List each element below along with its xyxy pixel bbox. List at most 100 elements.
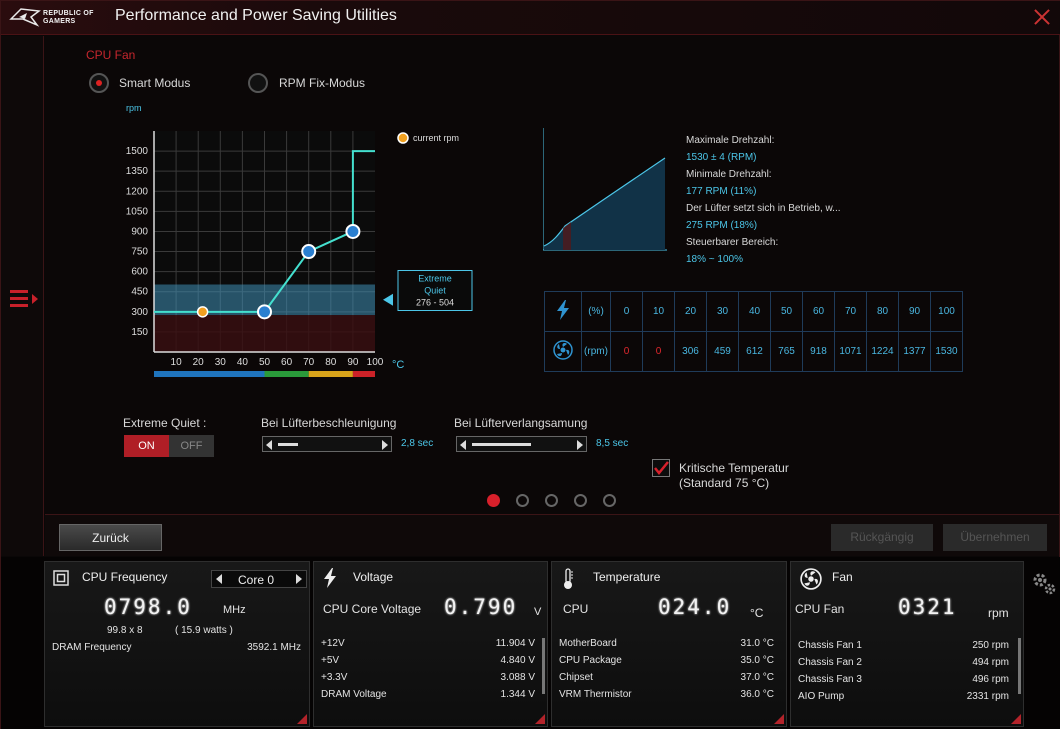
curve-control-point[interactable] <box>301 244 317 260</box>
voltage-row-value: 11.904 V <box>495 638 535 649</box>
x-tick-label: 90 <box>347 357 359 368</box>
rpm-unit: (rpm) <box>581 331 611 372</box>
percent-cell: 0 <box>610 291 643 332</box>
percent-cell: 90 <box>898 291 931 332</box>
percent-cell: 30 <box>706 291 739 332</box>
page-dot-3[interactable] <box>545 494 558 507</box>
cpu-frequency-unit: MHz <box>223 604 246 616</box>
voltage-row-value: 4.840 V <box>500 655 535 666</box>
percent-cell: 10 <box>642 291 675 332</box>
undo-button[interactable]: Rückgängig <box>831 524 933 551</box>
max-speed-value: 1530 ± 4 (RPM) <box>686 152 757 163</box>
cpu-core-voltage-label: CPU Core Voltage <box>323 602 422 616</box>
x-tick-label: 50 <box>259 357 271 368</box>
curve-control-point[interactable] <box>345 223 361 239</box>
rpm-cell: 918 <box>802 331 835 372</box>
percent-cell: 100 <box>930 291 963 332</box>
page-dot-4[interactable] <box>574 494 587 507</box>
page-dot-1[interactable] <box>487 494 500 507</box>
fan-panel-title: Fan <box>832 570 853 584</box>
x-tick-label: 10 <box>171 357 183 368</box>
voltage-scrollbar[interactable] <box>542 638 545 694</box>
core-selector[interactable]: Core 0 <box>211 570 307 588</box>
decel-label: Bei Lüfterverlangsamung <box>454 416 588 430</box>
fan-icon <box>544 331 582 372</box>
smart-mode-radio[interactable] <box>89 73 109 93</box>
fan-profile-thumbnail <box>543 128 667 251</box>
max-speed-label: Maximale Drehzahl: <box>686 135 775 146</box>
voltage-panel: Voltage CPU Core Voltage 0.790 V +12V 11.… <box>313 561 548 727</box>
accel-slider[interactable] <box>262 436 392 452</box>
temperature-row-value: 31.0 °C <box>740 638 774 649</box>
cpu-icon <box>53 570 69 586</box>
y-tick-label: 600 <box>131 267 148 278</box>
x-axis-unit: °C <box>392 359 404 371</box>
close-button[interactable] <box>1033 8 1051 26</box>
cpu-temp-label: CPU <box>563 602 589 616</box>
rpm-cell: 1224 <box>866 331 899 372</box>
lightning-icon <box>324 568 336 588</box>
y-tick-label: 1350 <box>126 166 149 177</box>
fan-row-label: Chassis Fan 2 <box>798 657 862 668</box>
hardware-monitor: CPU Frequency Core 0 0798.0 MHz 99.8 x 8… <box>1 557 1060 729</box>
x-tick-label: 20 <box>193 357 205 368</box>
y-tick-label: 450 <box>131 287 148 298</box>
x-tick-label: 70 <box>303 357 315 368</box>
speed-table: (%) 0 10 20 30 40 50 60 70 80 90 100 (rpm) 0 0 306 45… <box>544 291 963 372</box>
page-dot-2[interactable] <box>516 494 529 507</box>
fan-curve-chart[interactable]: rpm 1500 1350 1200 1050 900 750 600 450 300 150 10 2… <box>118 98 488 383</box>
rpm-cell: 0 <box>642 331 675 372</box>
accel-label: Bei Lüfterbeschleunigung <box>261 416 397 430</box>
cpu-watts: ( 15.9 watts ) <box>175 625 233 636</box>
percent-unit: (%) <box>581 291 611 332</box>
fan-scrollbar[interactable] <box>1018 638 1021 694</box>
extreme-quiet-label: Extreme Quiet : <box>123 416 207 430</box>
cpu-temp-value: 024.0 <box>658 595 732 619</box>
expand-corner-icon[interactable] <box>774 714 784 724</box>
curve-control-point[interactable] <box>257 304 272 320</box>
rog-logo: REPUBLIC OF GAMERS <box>9 5 101 31</box>
expand-corner-icon[interactable] <box>297 714 307 724</box>
y-axis-unit: rpm <box>126 103 142 113</box>
extreme-quiet-label-line: 276 - 504 <box>416 297 454 307</box>
voltage-row-label: +12V <box>321 638 345 649</box>
cpu-fan-label: CPU Fan <box>795 602 845 616</box>
temperature-panel-title: Temperature <box>593 570 661 584</box>
y-tick-label: 1050 <box>126 206 149 217</box>
temp-zone-bar <box>264 371 309 377</box>
menu-icon[interactable] <box>10 290 38 310</box>
percent-cell: 70 <box>834 291 867 332</box>
fan-row-label: Chassis Fan 1 <box>798 640 862 651</box>
expand-corner-icon[interactable] <box>535 714 545 724</box>
back-button[interactable]: Zurück <box>59 524 162 551</box>
rog-eye-icon <box>9 8 41 27</box>
extreme-quiet-on-button[interactable]: ON <box>124 435 169 457</box>
critical-temp-sub: (Standard 75 °C) <box>679 476 770 490</box>
extreme-quiet-off-button[interactable]: OFF <box>169 435 214 457</box>
y-tick-label: 300 <box>131 307 148 318</box>
start-speed-label: Der Lüfter setzt sich in Betrieb, w... <box>686 203 841 214</box>
x-tick-label: 40 <box>237 357 249 368</box>
apply-button[interactable]: Übernehmen <box>943 524 1047 551</box>
fan-row-value: 494 rpm <box>972 657 1009 668</box>
expand-corner-icon[interactable] <box>1011 714 1021 724</box>
rpm-fix-mode-radio[interactable] <box>248 73 268 93</box>
cpu-core-voltage-unit: V <box>534 606 542 618</box>
rpm-cell: 1377 <box>898 331 931 372</box>
critical-temp-checkbox[interactable] <box>652 459 670 477</box>
rpm-cell: 765 <box>770 331 803 372</box>
decel-slider[interactable] <box>456 436 587 452</box>
cpu-panel-title: CPU Frequency <box>82 570 168 584</box>
x-tick-label: 100 <box>367 357 384 368</box>
rpm-cell: 0 <box>610 331 643 372</box>
control-range-value: 18% ~ 100% <box>686 254 743 265</box>
voltage-panel-title: Voltage <box>353 570 394 584</box>
prev-core-icon[interactable] <box>216 574 222 584</box>
fan-row-value: 496 rpm <box>972 674 1009 685</box>
page-dot-5[interactable] <box>603 494 616 507</box>
settings-gear-icon[interactable] <box>1031 571 1057 597</box>
next-core-icon[interactable] <box>296 574 302 584</box>
x-tick-label: 30 <box>215 357 227 368</box>
dram-frequency-value: 3592.1 MHz <box>247 642 301 653</box>
cpu-frequency-value: 0798.0 <box>104 595 192 619</box>
